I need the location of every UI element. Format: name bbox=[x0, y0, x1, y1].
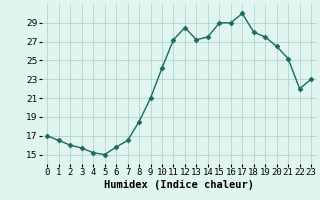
X-axis label: Humidex (Indice chaleur): Humidex (Indice chaleur) bbox=[104, 180, 254, 190]
